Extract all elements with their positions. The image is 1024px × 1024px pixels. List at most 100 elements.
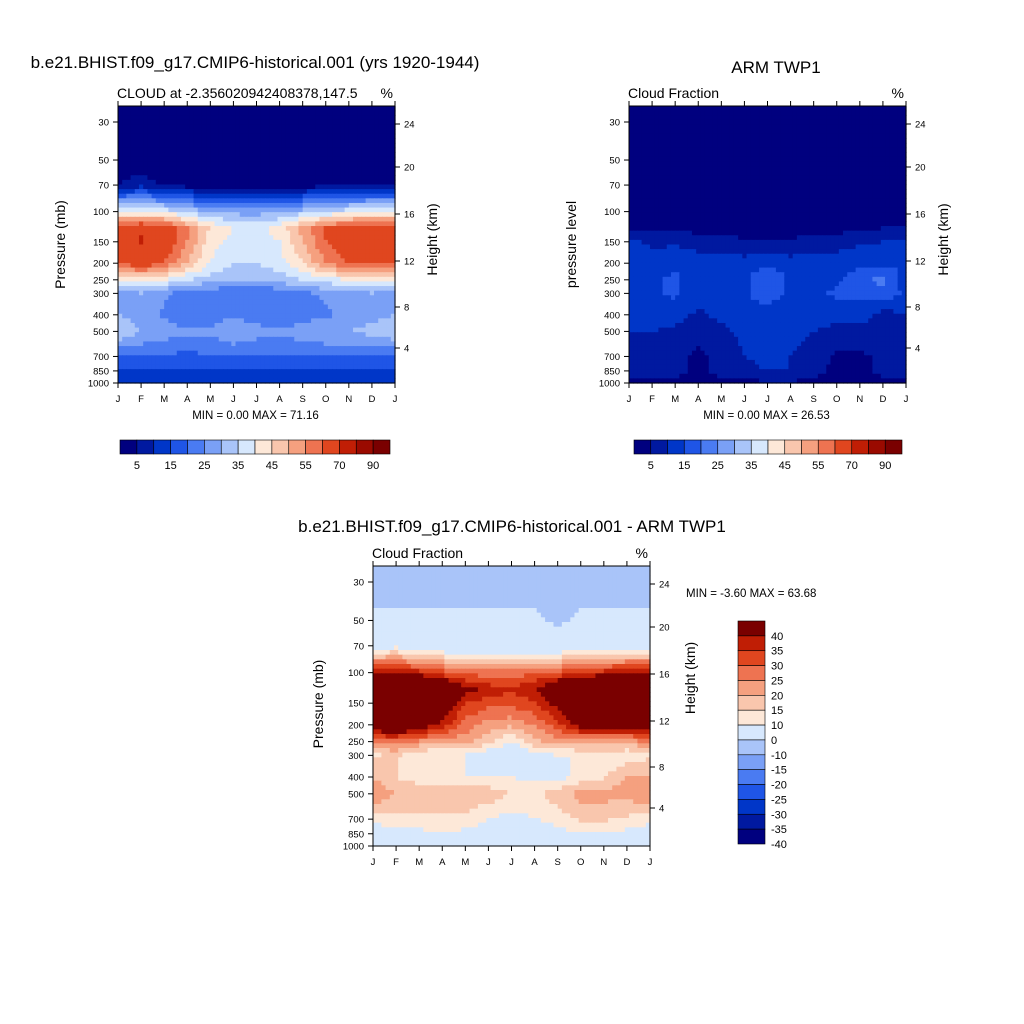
heatmap-cell — [126, 299, 132, 306]
heatmap-cell — [319, 189, 325, 195]
month-tick-label: M — [206, 394, 214, 405]
heatmap-cell — [222, 327, 228, 333]
heatmap-cell — [306, 230, 312, 236]
heatmap-cell — [218, 216, 224, 223]
heatmap-cell — [210, 110, 216, 116]
heatmap-cell — [306, 175, 312, 181]
heatmap-cell — [708, 129, 714, 135]
heatmap-cell — [851, 152, 857, 158]
heatmap-cell — [168, 198, 174, 204]
heatmap-cell — [256, 152, 262, 158]
heatmap-cell — [733, 138, 739, 144]
heatmap-cell — [214, 239, 220, 246]
heatmap-cell — [796, 110, 802, 116]
heatmap-cell — [172, 170, 178, 176]
heatmap-cell — [189, 290, 195, 296]
heatmap-cell — [378, 175, 384, 181]
heatmap-cell — [361, 166, 367, 172]
heatmap-cell — [675, 152, 680, 158]
heatmap-cell — [704, 119, 710, 126]
heatmap-cell — [306, 207, 312, 213]
heatmap-cell — [281, 106, 287, 112]
heatmap-cell — [159, 198, 165, 204]
heatmap-cell — [633, 110, 638, 116]
heatmap-cell — [319, 202, 325, 209]
heatmap-cell — [122, 110, 127, 116]
heatmap-cell — [159, 378, 165, 384]
heatmap-cell — [826, 147, 832, 153]
heatmap-cell — [826, 124, 832, 130]
heatmap-cell — [260, 249, 266, 255]
heatmap-cell — [336, 202, 342, 209]
heatmap-cell — [210, 299, 216, 306]
heatmap-cell — [164, 373, 169, 379]
heatmap-cell — [248, 369, 253, 375]
heatmap-cell — [365, 249, 371, 255]
heatmap-cell — [155, 258, 161, 264]
heatmap-cell — [717, 133, 722, 139]
heatmap-cell — [382, 147, 388, 153]
chart-units-label: % — [892, 85, 904, 101]
heatmap-cell — [210, 304, 216, 310]
heatmap-cell — [357, 124, 363, 130]
heatmap-cell — [336, 138, 342, 144]
heatmap-cell — [243, 299, 249, 306]
heatmap-cell — [252, 239, 258, 246]
heatmap-cell — [155, 138, 161, 144]
heatmap-cell — [738, 142, 743, 149]
heatmap-cell — [378, 378, 384, 384]
heatmap-cell — [901, 119, 907, 126]
heatmap-cell — [336, 253, 342, 259]
heatmap-cell — [138, 216, 144, 223]
heatmap-cell — [357, 249, 363, 255]
heatmap-cell — [243, 341, 249, 347]
heatmap-cell — [147, 138, 153, 144]
heatmap-cell — [176, 147, 182, 153]
heatmap-cell — [239, 272, 245, 278]
heatmap-cell — [285, 313, 291, 319]
heatmap-cell — [168, 133, 174, 139]
heatmap-cell — [340, 133, 346, 139]
heatmap-cell — [332, 286, 337, 292]
heatmap-cell — [662, 115, 668, 121]
heatmap-cell — [260, 226, 266, 232]
heatmap-cell — [227, 138, 232, 144]
heatmap-cell — [185, 170, 190, 176]
heatmap-cell — [725, 106, 731, 112]
heatmap-cell — [658, 110, 664, 116]
heatmap-cell — [374, 175, 379, 181]
heatmap-cell — [143, 226, 148, 232]
heatmap-cell — [298, 221, 304, 227]
heatmap-cell — [143, 327, 148, 333]
heatmap-cell — [357, 281, 363, 287]
heatmap-cell — [159, 239, 165, 246]
heatmap-cell — [239, 207, 245, 213]
heatmap-cell — [164, 170, 169, 176]
heatmap-cell — [222, 304, 228, 310]
heatmap-cell — [243, 124, 249, 130]
heatmap-cell — [374, 341, 379, 347]
heatmap-cell — [382, 170, 388, 176]
heatmap-cell — [361, 124, 367, 130]
heatmap-cell — [319, 262, 325, 269]
heatmap-cell — [180, 322, 186, 329]
heatmap-cell — [164, 184, 169, 190]
heatmap-cell — [294, 253, 300, 259]
heatmap-cell — [340, 286, 346, 292]
heatmap-cell — [319, 106, 325, 112]
heatmap-cell — [147, 124, 153, 130]
heatmap-cell — [164, 129, 169, 135]
heatmap-cell — [654, 166, 659, 172]
heatmap-cell — [374, 304, 379, 310]
heatmap-cell — [138, 207, 144, 213]
pressure-tick-label: 70 — [98, 181, 109, 192]
heatmap-cell — [248, 332, 253, 338]
heatmap-cell — [122, 184, 127, 190]
heatmap-cell — [214, 138, 220, 144]
heatmap-cell — [340, 119, 346, 126]
heatmap-cell — [390, 276, 396, 283]
heatmap-cell — [670, 152, 676, 158]
heatmap-cell — [357, 142, 363, 149]
heatmap-cell — [269, 341, 274, 347]
heatmap-cell — [252, 313, 258, 319]
